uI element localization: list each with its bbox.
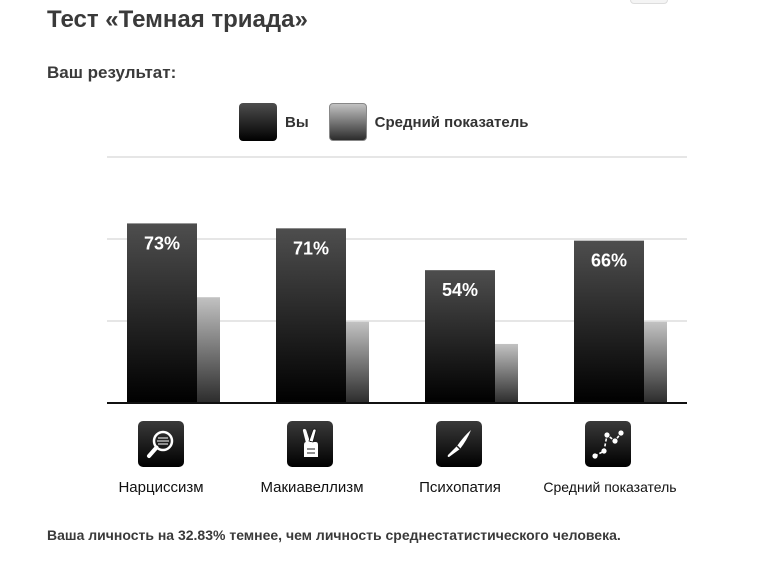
bar-value-label: 71%: [293, 238, 329, 258]
legend-item-you: Вы: [239, 103, 309, 141]
bar-you: [276, 228, 346, 403]
result-heading: Ваш результат:: [47, 63, 177, 82]
bar-average: [346, 321, 369, 403]
result-summary: Ваша личность на 32.83% темнее, чем личн…: [47, 527, 621, 543]
bar-you: [574, 240, 644, 403]
category-label: Макиавеллизм: [260, 479, 364, 496]
category-label: Средний показатель: [543, 479, 677, 495]
line-graph-icon: [585, 421, 631, 467]
bar-you: [425, 270, 495, 403]
category-label: Психопатия: [419, 479, 501, 496]
legend-swatch-average: [328, 103, 367, 141]
bar-average: [197, 297, 220, 403]
bar-value-label: 73%: [144, 233, 180, 253]
legend-item-average: Средний показатель: [328, 103, 529, 141]
bar-you: [127, 223, 197, 403]
bar-value-label: 54%: [442, 280, 478, 300]
page-title: Тест «Темная триада»: [47, 6, 308, 33]
bar-average: [644, 321, 667, 403]
magnifier-icon: [138, 421, 184, 467]
category-label: Нарциссизм: [118, 479, 204, 496]
crossed-fingers-icon: [287, 421, 333, 467]
bar-value-label: 66%: [591, 251, 627, 271]
knife-icon: [436, 421, 482, 467]
bar-average: [495, 343, 518, 403]
legend-swatch-you: [239, 103, 277, 141]
legend-label-average: Средний показатель: [374, 113, 529, 131]
legend-label-you: Вы: [285, 113, 309, 131]
chart-legend: Вы Средний показатель: [239, 103, 528, 141]
